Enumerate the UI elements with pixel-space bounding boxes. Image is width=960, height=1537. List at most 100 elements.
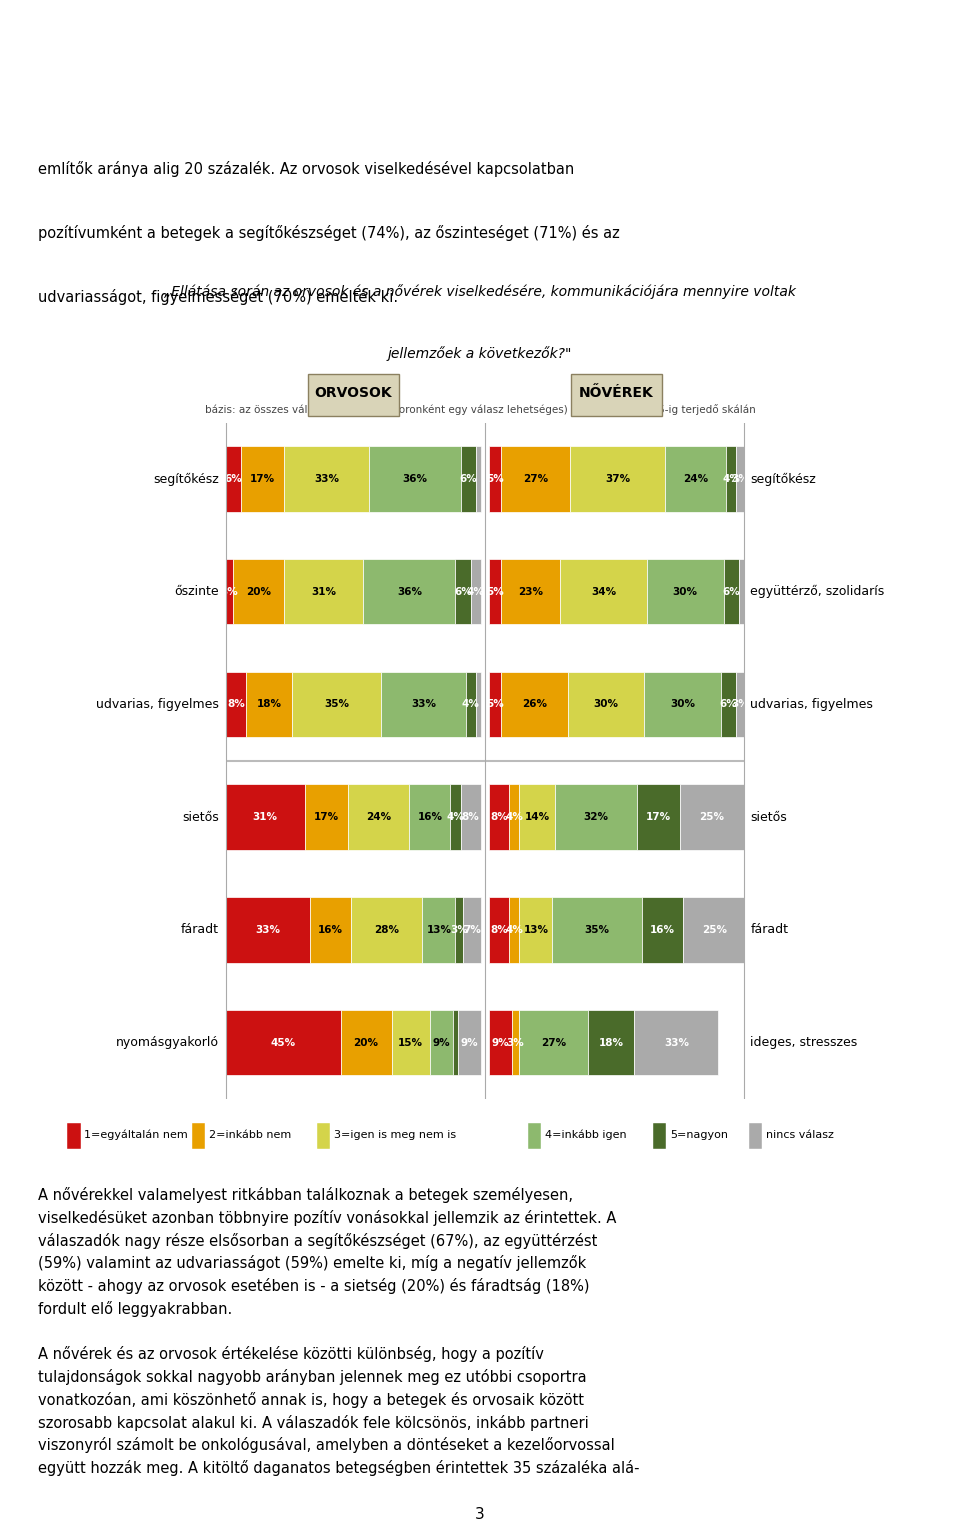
Text: 27%: 27% (523, 473, 548, 484)
Text: 16%: 16% (418, 812, 443, 822)
Bar (683, 898, 747, 962)
Bar (226, 898, 310, 962)
Text: 45%: 45% (271, 1037, 296, 1048)
Text: sietős: sietős (182, 810, 219, 824)
Bar (410, 784, 450, 850)
Bar (726, 446, 736, 512)
Text: 18%: 18% (599, 1037, 624, 1048)
Text: 3=igen is meg nem is: 3=igen is meg nem is (334, 1130, 456, 1139)
Text: 8%: 8% (227, 699, 245, 710)
Bar (721, 672, 736, 738)
Bar (570, 373, 662, 415)
Text: 3%: 3% (507, 1037, 524, 1048)
Bar (736, 672, 744, 738)
Bar (665, 446, 726, 512)
Text: 6%: 6% (459, 473, 477, 484)
Bar (226, 1010, 341, 1076)
Text: együtt hozzák meg. A kitöltő daganatos betegségben érintettek 35 százaléka alá-: együtt hozzák meg. A kitöltő daganatos b… (38, 1460, 640, 1476)
Text: 8%: 8% (462, 812, 480, 822)
Text: 33%: 33% (255, 925, 280, 934)
Bar (553, 898, 642, 962)
Text: 30%: 30% (593, 699, 618, 710)
Text: 30%: 30% (670, 699, 695, 710)
Bar (369, 446, 461, 512)
Bar (489, 672, 501, 738)
Text: 3%: 3% (732, 699, 749, 710)
Text: 17%: 17% (646, 812, 671, 822)
Text: 37%: 37% (605, 473, 630, 484)
Bar (226, 784, 304, 850)
Text: 4%: 4% (722, 473, 740, 484)
Text: 25%: 25% (700, 812, 725, 822)
Bar (567, 672, 644, 738)
Bar (348, 784, 410, 850)
Bar (307, 373, 399, 415)
Text: 2=inkább nem: 2=inkább nem (209, 1130, 292, 1139)
Text: viszonyról számolt be onkológusával, amelyben a döntéseket a kezelőorvossal: viszonyról számolt be onkológusával, ame… (38, 1437, 615, 1454)
Text: őszinte: őszinte (174, 586, 219, 598)
Text: tulajdonságok sokkal nagyobb arányban jelennek meg ez utóbbi csoportra: tulajdonságok sokkal nagyobb arányban je… (38, 1369, 587, 1385)
Bar (653, 1124, 666, 1150)
Text: segítőkész: segítőkész (751, 472, 816, 486)
Text: fáradt: fáradt (180, 924, 219, 936)
Text: fordult elő leggyakrabban.: fordult elő leggyakrabban. (38, 1300, 232, 1317)
Bar (512, 1010, 519, 1076)
Bar (519, 898, 552, 962)
Text: 36%: 36% (396, 587, 422, 596)
Text: 6%: 6% (720, 699, 737, 710)
Bar (233, 559, 284, 624)
Text: 13%: 13% (523, 925, 548, 934)
Bar (739, 559, 744, 624)
Bar (528, 1124, 541, 1150)
Bar (67, 1124, 81, 1150)
Bar (392, 1010, 430, 1076)
Text: 23%: 23% (518, 587, 543, 596)
Text: (59%) valamint az udvariasságot (59%) emelte ki, míg a negatív jellemzők: (59%) valamint az udvariasságot (59%) em… (38, 1256, 587, 1271)
Text: 28%: 28% (374, 925, 399, 934)
Text: 5%: 5% (486, 473, 504, 484)
Text: ORVOSOK: ORVOSOK (315, 386, 392, 401)
Bar (381, 672, 466, 738)
Text: között - ahogy az orvosok esetében is - a sietség (20%) és fáradtság (18%): között - ahogy az orvosok esetében is - … (38, 1279, 589, 1294)
Text: 24%: 24% (683, 473, 708, 484)
Text: 27%: 27% (541, 1037, 566, 1048)
Text: 33%: 33% (314, 473, 339, 484)
Bar (364, 559, 455, 624)
Text: említők aránya alig 20 százalék. Az orvosok viselkedésével kapcsolatban: említők aránya alig 20 százalék. Az orvo… (38, 161, 575, 177)
Text: 4%: 4% (462, 699, 480, 710)
Text: 5%: 5% (486, 699, 504, 710)
Bar (509, 898, 519, 962)
Text: 35%: 35% (585, 925, 610, 934)
Bar (519, 1010, 588, 1076)
Text: 16%: 16% (318, 925, 343, 934)
Bar (644, 672, 721, 738)
Text: 1=egyáltalán nem: 1=egyáltalán nem (84, 1130, 188, 1140)
Text: 3%: 3% (450, 925, 468, 934)
Text: 33%: 33% (663, 1037, 689, 1048)
Bar (461, 446, 476, 512)
Bar (476, 446, 481, 512)
Text: 5=nagyon: 5=nagyon (670, 1130, 728, 1139)
Bar (509, 784, 519, 850)
Text: 3%: 3% (732, 473, 749, 484)
Bar (458, 1010, 481, 1076)
Text: 9%: 9% (492, 1037, 509, 1048)
Text: 14%: 14% (524, 812, 550, 822)
Text: 17%: 17% (314, 812, 339, 822)
Text: válaszadók nagy része elsősorban a segítőkészséget (67%), az együttérzést: válaszadók nagy része elsősorban a segít… (38, 1233, 598, 1248)
Text: ideges, stresszes: ideges, stresszes (751, 1036, 857, 1050)
Bar (463, 898, 481, 962)
Bar (555, 784, 636, 850)
Text: udvarias, figyelmes: udvarias, figyelmes (96, 698, 219, 712)
Bar (519, 784, 555, 850)
Text: viselkedésüket azonban többnyire pozítív vonásokkal jellemzik az érintettek. A: viselkedésüket azonban többnyire pozítív… (38, 1210, 616, 1227)
Text: 4=inkább igen: 4=inkább igen (545, 1130, 627, 1140)
Text: szorosabb kapcsolat alakul ki. A válaszadók fele kölcsönös, inkább partneri: szorosabb kapcsolat alakul ki. A válasza… (38, 1414, 589, 1431)
Text: jellemzőek a következők?": jellemzőek a következők?" (388, 346, 572, 361)
Bar (635, 1010, 718, 1076)
Bar (317, 1124, 330, 1150)
Text: 15%: 15% (398, 1037, 423, 1048)
Bar (489, 559, 501, 624)
Bar (455, 559, 470, 624)
Text: NŐVÉREK: NŐVÉREK (579, 386, 654, 401)
